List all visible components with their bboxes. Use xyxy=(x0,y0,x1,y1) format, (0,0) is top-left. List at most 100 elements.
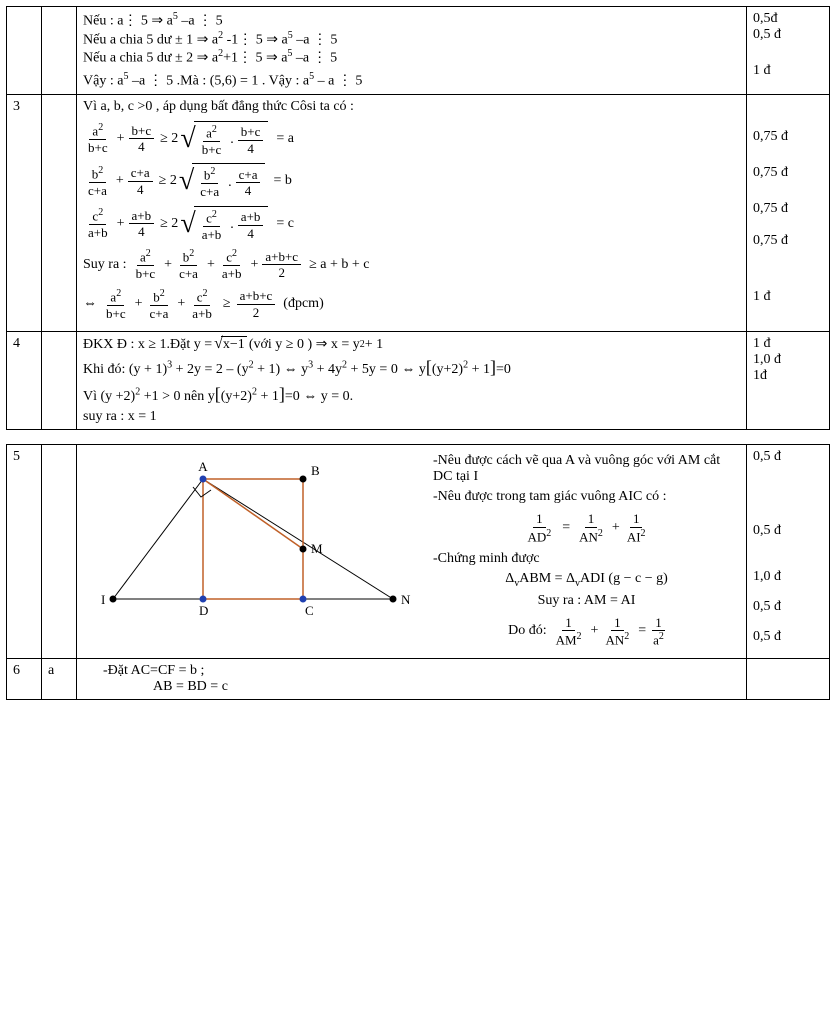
q-number: 6 xyxy=(7,659,42,700)
iff: ⇔ xyxy=(83,296,97,312)
intro: Vì a, b, c >0 , áp dụng bất đẳng thức Cô… xyxy=(83,99,740,115)
score: 1,0 đ xyxy=(753,352,823,368)
t: Nếu a chia 5 dư ± 1 ⇒ a xyxy=(83,32,218,47)
q-number: 4 xyxy=(7,332,42,430)
t: b+c xyxy=(85,140,111,156)
t: -1⋮ 5 ⇒ a xyxy=(223,32,288,47)
score: 0,5đ xyxy=(753,11,823,27)
suyra: Suy ra : xyxy=(83,257,127,273)
p2: -Nêu được trong tam giác vuông AIC có : xyxy=(433,489,740,505)
line2: Khi đó: (y + 1)3 + 2y = 2 – (y2 + 1) ⇔ y… xyxy=(83,357,740,378)
frac: a2b+c xyxy=(85,122,111,156)
label-N: N xyxy=(401,592,411,607)
p1: -Nêu được cách vẽ qua A và vuông góc với… xyxy=(433,453,740,485)
score: 0,5 đ xyxy=(753,523,823,539)
line4: Vậy : a5 –a ⋮ 5 .Mà : (5,6) = 1 . Vậy : … xyxy=(83,71,740,90)
label-A: A xyxy=(198,459,208,474)
score: 1 đ xyxy=(753,336,823,352)
label-B: B xyxy=(311,463,320,478)
score: 0,75 đ xyxy=(753,165,823,181)
score: 1 đ xyxy=(753,289,823,305)
label-M: M xyxy=(311,541,323,556)
dpcm: (đpcm) xyxy=(283,296,323,312)
row-5: 5 xyxy=(7,445,830,659)
q-number: 5 xyxy=(7,445,42,659)
frac: a2b+c xyxy=(199,124,225,158)
score-6 xyxy=(747,659,830,700)
line3: Nếu a chia 5 dư ± 2 ⇒ a2+1⋮ 5 ⇒ a5 –a ⋮ … xyxy=(83,48,740,67)
p4: ΔvABM = ΔvADI (g − c − g) xyxy=(433,571,740,589)
q-sub-empty xyxy=(42,94,77,332)
label-I: I xyxy=(101,592,105,607)
ge: ≥ 2 xyxy=(160,131,178,147)
t: 4 xyxy=(135,139,148,155)
frac: b+c4 xyxy=(129,123,155,155)
line2: Nếu a chia 5 dư ± 1 ⇒ a2 -1⋮ 5 ⇒ a5 –a ⋮… xyxy=(83,30,740,49)
content-5: A B M C D I N -Nêu được cách vẽ qua A và… xyxy=(77,445,747,659)
score: 0,5 đ xyxy=(753,449,823,465)
score: 0,75 đ xyxy=(753,201,823,217)
frac: b+c4 xyxy=(238,124,264,156)
t: –a ⋮ 5 .Mà : (5,6) = 1 . Vậy : a xyxy=(128,74,309,89)
line1: ĐKX Đ : x ≥ 1.Đặt y = √x−1 (với y ≥ 0 ) … xyxy=(83,336,740,353)
score-5: 0,5 đ 0,5 đ 1,0 đ 0,5 đ 0,5 đ xyxy=(747,445,830,659)
frac: b2c+a xyxy=(85,165,110,199)
t: – a ⋮ 5 xyxy=(314,74,362,89)
q-sub: a xyxy=(42,659,77,700)
score: 1 đ xyxy=(753,63,823,79)
q-sub-empty xyxy=(42,445,77,659)
t: Nếu a chia 5 dư ± 2 ⇒ a xyxy=(83,51,218,66)
eq-a: a2b+c + b+c4 ≥ 2 √ a2b+c . b+c4 = a xyxy=(83,121,740,158)
p5: Suy ra : AM = AI xyxy=(433,593,740,609)
row-3: 3 Vì a, b, c >0 , áp dụng bất đẳng thức … xyxy=(7,94,830,332)
t: –a ⋮ 5 xyxy=(178,14,223,29)
solution-table-1: Nếu : a⋮ 5 ⇒ a5 –a ⋮ 5 Nếu a chia 5 dư ±… xyxy=(6,6,830,430)
eq-final: ⇔ a2b+c + b2c+a + c2a+b ≥ a+b+c2 (đpcm) xyxy=(83,288,740,322)
score: 0,75 đ xyxy=(753,233,823,249)
score: 1,0 đ xyxy=(753,569,823,585)
line3: Vì (y +2)2 +1 > 0 nên y[(y+2)2 + 1]=0 ⇔ … xyxy=(83,384,740,405)
row-continuation: Nếu : a⋮ 5 ⇒ a5 –a ⋮ 5 Nếu a chia 5 dư ±… xyxy=(7,7,830,95)
q5-text: -Nêu được cách vẽ qua A và vuông góc với… xyxy=(433,449,740,654)
t: Vậy : a xyxy=(83,74,123,89)
q-number: 3 xyxy=(7,94,42,332)
line4: suy ra : x = 1 xyxy=(83,409,740,425)
score: 1đ xyxy=(753,368,823,384)
score: 0,5 đ xyxy=(753,629,823,645)
label-C: C xyxy=(305,603,314,618)
p3: -Chứng minh được xyxy=(433,551,740,567)
q-sub-empty xyxy=(42,332,77,430)
content-4: ĐKX Đ : x ≥ 1.Đặt y = √x−1 (với y ≥ 0 ) … xyxy=(77,332,747,430)
t: +1⋮ 5 ⇒ a xyxy=(223,51,287,66)
line1: Nếu : a⋮ 5 ⇒ a5 –a ⋮ 5 xyxy=(83,11,740,30)
l2: AB = BD = c xyxy=(153,679,740,695)
row-4: 4 ĐKX Đ : x ≥ 1.Đặt y = √x−1 (với y ≥ 0 … xyxy=(7,332,830,430)
score: 0,5 đ xyxy=(753,27,823,43)
t: Nếu : a⋮ 5 ⇒ a xyxy=(83,14,173,29)
t: b+c xyxy=(129,123,155,140)
eq2: Do đó: 1AM2 + 1AN2 = 1a2 xyxy=(433,615,740,649)
score-top: 0,5đ 0,5 đ 1 đ xyxy=(747,7,830,95)
solution-table-2: 5 xyxy=(6,444,830,700)
content-6: -Đặt AC=CF = b ; AB = BD = c xyxy=(77,659,747,700)
content-3: Vì a, b, c >0 , áp dụng bất đẳng thức Cô… xyxy=(77,94,747,332)
content-top: Nếu : a⋮ 5 ⇒ a5 –a ⋮ 5 Nếu a chia 5 dư ±… xyxy=(77,7,747,95)
q-sub-empty xyxy=(42,7,77,95)
label-D: D xyxy=(199,603,208,618)
score: 0,5 đ xyxy=(753,599,823,615)
sqrt: √ a2b+c . b+c4 xyxy=(180,121,268,158)
q-number-empty xyxy=(7,7,42,95)
eq-sum: Suy ra : a2b+c + b2c+a + c2a+b + a+b+c2 … xyxy=(83,248,740,282)
eq: = a xyxy=(276,131,294,147)
score-3: 0,75 đ 0,75 đ 0,75 đ 0,75 đ 1 đ xyxy=(747,94,830,332)
score-4: 1 đ 1,0 đ 1đ xyxy=(747,332,830,430)
l1: -Đặt AC=CF = b ; xyxy=(103,663,740,679)
plus: + xyxy=(117,131,125,147)
t: –a ⋮ 5 xyxy=(292,51,337,66)
geometry-diagram: A B M C D I N xyxy=(83,449,423,639)
t: –a ⋮ 5 xyxy=(293,32,338,47)
diagram-svg: A B M C D I N xyxy=(83,449,423,639)
row-6: 6 a -Đặt AC=CF = b ; AB = BD = c xyxy=(7,659,830,700)
frac: c+a4 xyxy=(128,165,153,197)
eq1: 1AD2 = 1AN2 + 1AI2 xyxy=(433,511,740,545)
